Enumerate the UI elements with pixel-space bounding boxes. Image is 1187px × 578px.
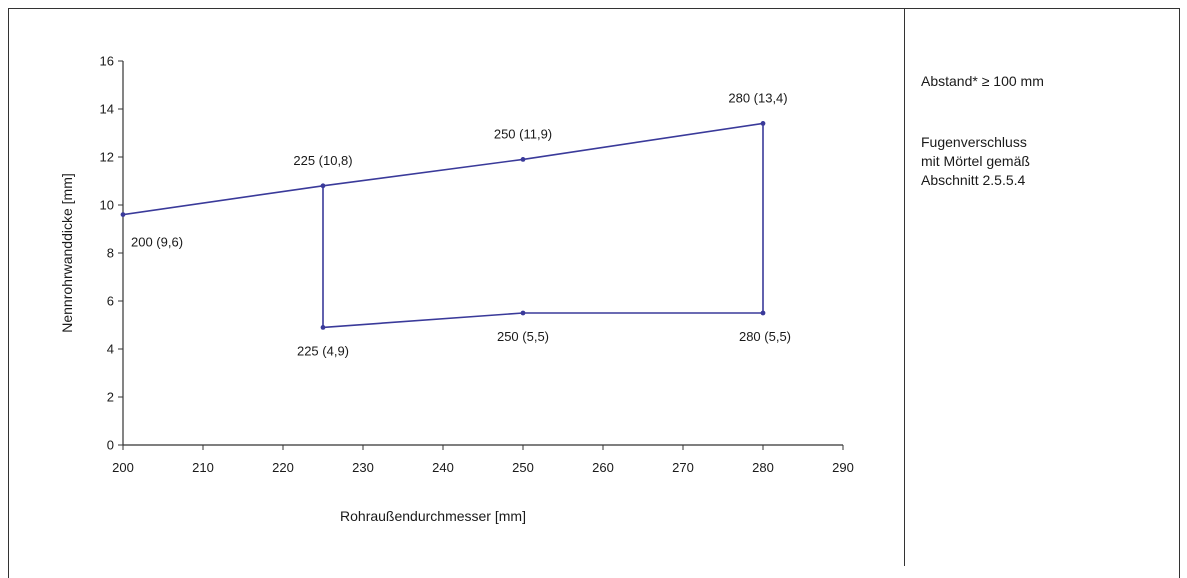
- x-tick-label: 200: [112, 460, 134, 475]
- data-point: [760, 310, 766, 316]
- y-tick-label: 2: [107, 390, 114, 405]
- x-axis-title: Rohraußendurchmesser [mm]: [340, 508, 526, 524]
- x-tick-label: 230: [352, 460, 374, 475]
- x-tick-label: 290: [832, 460, 854, 475]
- data-point: [520, 310, 526, 316]
- spacing-note-text: Abstand* ≥ 100 mm: [921, 73, 1044, 89]
- joint-seal-note: Fugenverschluss mit Mörtel gemäß Abschni…: [921, 133, 1030, 190]
- data-point: [520, 157, 526, 162]
- point-label: 200 (9,6): [131, 235, 183, 250]
- y-tick-label: 12: [100, 150, 114, 165]
- joint-seal-note-line-1: Fugenverschluss: [921, 134, 1027, 150]
- data-point: [320, 325, 326, 330]
- point-label: 250 (11,9): [494, 126, 552, 141]
- series-line-segment: [322, 312, 524, 329]
- joint-seal-note-line-2: mit Mörtel gemäß: [921, 153, 1030, 169]
- x-tick-label: 280: [752, 460, 774, 475]
- y-tick-label: 4: [107, 342, 114, 357]
- x-tick-label: 270: [672, 460, 694, 475]
- x-tick-label: 240: [432, 460, 454, 475]
- y-tick-label: 6: [107, 294, 114, 309]
- point-label: 225 (4,9): [297, 343, 349, 358]
- y-tick-label: 14: [100, 102, 114, 117]
- point-label: 250 (5,5): [497, 329, 549, 344]
- series-line-segment: [322, 158, 524, 187]
- y-axis-title: Nennrohrwanddicke [mm]: [59, 173, 75, 333]
- y-tick-label: 0: [107, 438, 114, 453]
- spacing-note: Abstand* ≥ 100 mm: [921, 72, 1044, 91]
- x-tick-label: 210: [192, 460, 214, 475]
- series-line-segment: [122, 185, 324, 216]
- point-label: 280 (13,4): [728, 90, 787, 105]
- x-tick-label: 220: [272, 460, 294, 475]
- y-tick-label: 16: [100, 54, 114, 69]
- point-label: 225 (10,8): [293, 153, 352, 168]
- joint-seal-note-line-3: Abschnitt 2.5.5.4: [921, 172, 1026, 188]
- column-divider: [904, 8, 905, 566]
- data-point: [120, 212, 126, 218]
- x-tick-label: 260: [592, 460, 614, 475]
- y-tick-label: 8: [107, 246, 114, 261]
- wall-thickness-chart: 0 2 4 6 8 10 12 14 16 200 210 220 230 240 250 260 270 280…: [59, 54, 854, 525]
- data-point: [760, 121, 766, 126]
- data-point: [320, 183, 326, 189]
- x-tick-label: 250: [512, 460, 534, 475]
- figure-frame: [8, 8, 1180, 578]
- series-line-segment: [522, 122, 764, 161]
- y-tick-label: 10: [100, 198, 114, 213]
- point-label: 280 (5,5): [739, 329, 791, 344]
